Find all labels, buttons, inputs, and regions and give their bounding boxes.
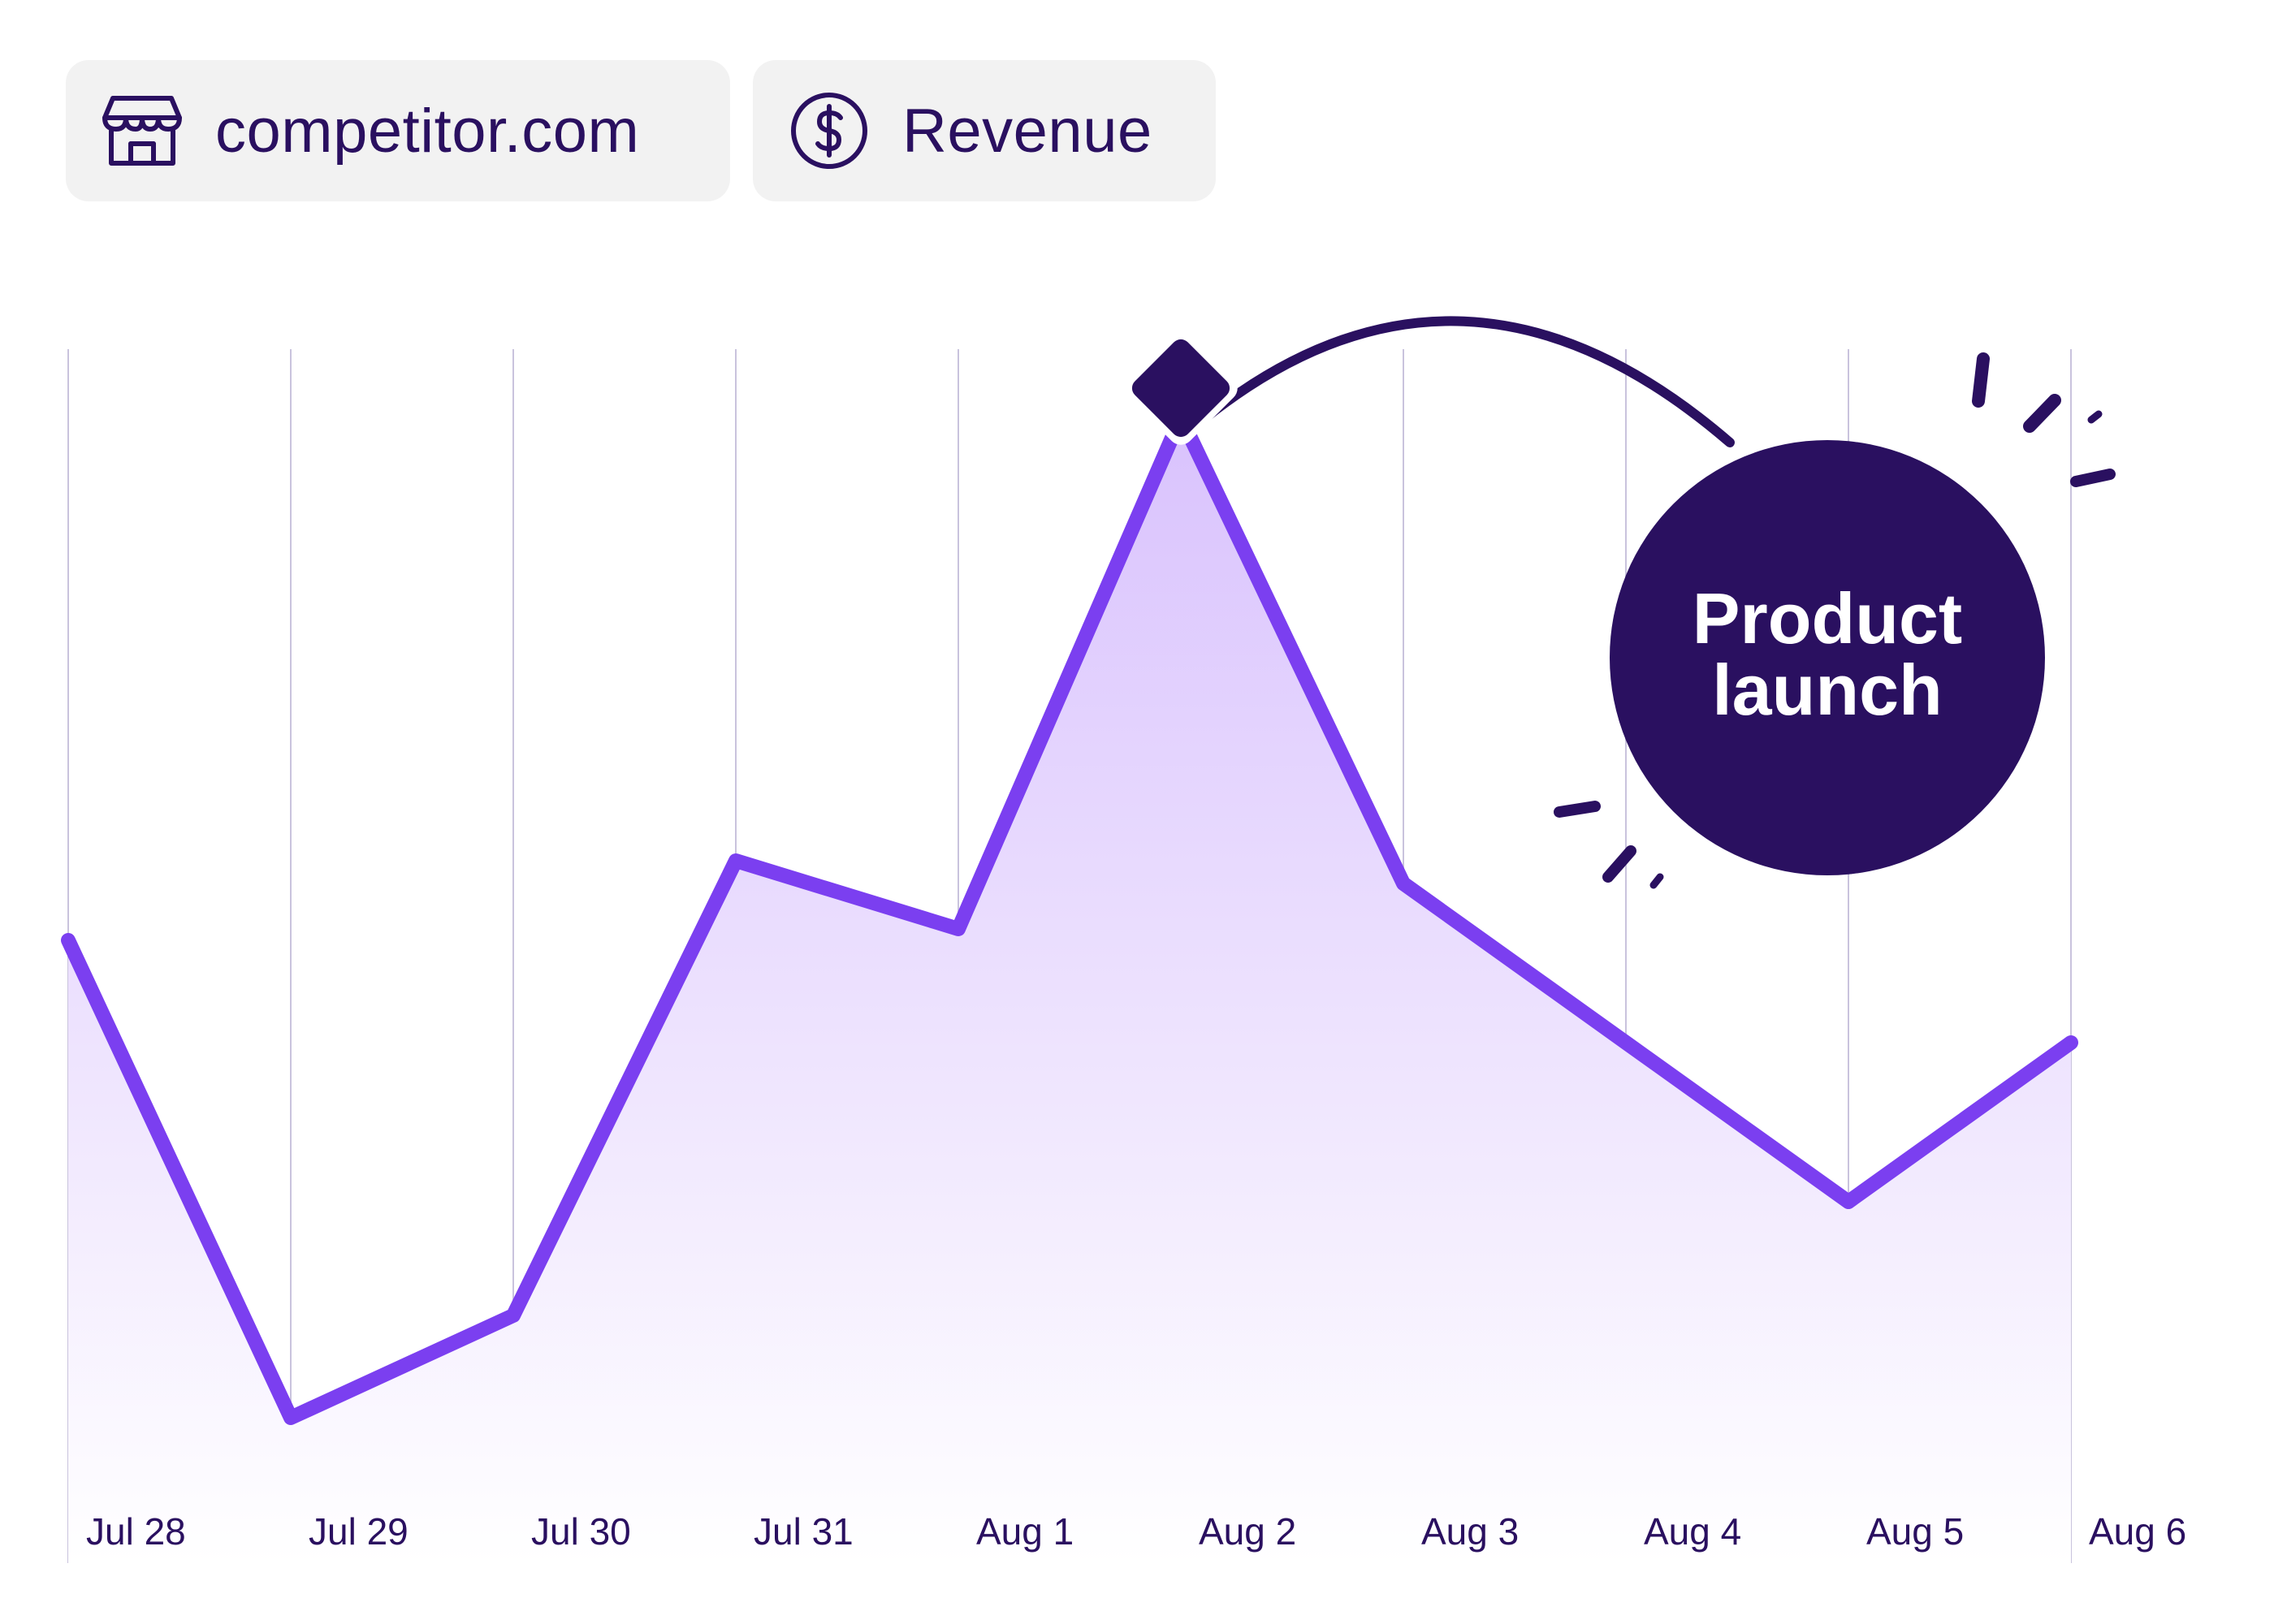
- x-tick-label: Jul 31: [754, 1510, 854, 1553]
- x-tick-label: Jul 29: [309, 1510, 409, 1553]
- site-filter-chip[interactable]: competitor.com: [66, 60, 730, 201]
- x-tick-label: Aug 6: [2089, 1510, 2186, 1553]
- x-tick-label: Jul 30: [531, 1510, 631, 1553]
- callout-arc: [1197, 316, 1735, 447]
- x-tick-label: Aug 2: [1199, 1510, 1296, 1553]
- x-tick-label: Jul 28: [86, 1510, 186, 1553]
- storefront-icon: [102, 90, 183, 171]
- highlight-marker: [1124, 331, 1238, 445]
- x-tick-label: Aug 3: [1421, 1510, 1519, 1553]
- metric-filter-chip[interactable]: Revenue: [753, 60, 1216, 201]
- burst-decoration: [1554, 352, 2116, 889]
- site-filter-label: competitor.com: [215, 96, 640, 166]
- area-fill: [68, 417, 2071, 1563]
- callout-line-2: launch: [1712, 650, 1943, 730]
- x-axis-ticks: Jul 28 Jul 29 Jul 30 Jul 31 Aug 1 Aug 2 Aug 3 A…: [86, 1510, 2186, 1553]
- x-tick-label: Aug 4: [1644, 1510, 1741, 1553]
- product-launch-callout: Product launch: [1610, 440, 2045, 875]
- series-line: [61, 410, 2078, 1425]
- callout-line-1: Product: [1693, 578, 1962, 659]
- x-tick-label: Aug 5: [1866, 1510, 1964, 1553]
- x-tick-label: Aug 1: [976, 1510, 1074, 1553]
- metric-filter-label: Revenue: [902, 96, 1152, 166]
- dollar-circle-icon: [789, 90, 870, 171]
- marker-diamond: [1131, 339, 1230, 438]
